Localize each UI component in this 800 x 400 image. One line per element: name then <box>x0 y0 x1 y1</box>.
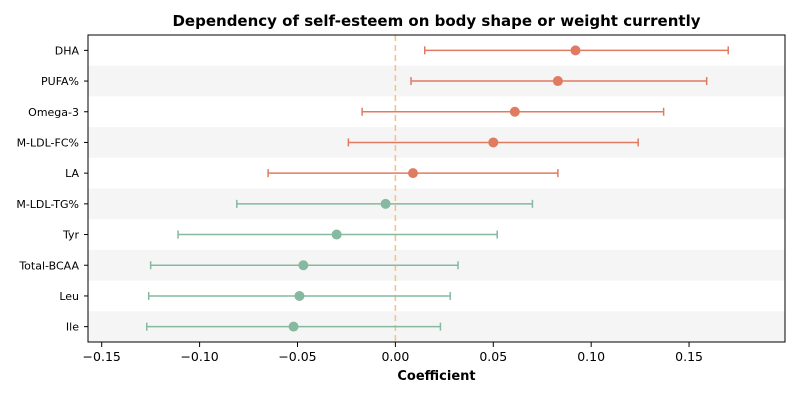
x-tick-label: 0.00 <box>381 349 409 364</box>
x-axis: −0.15 −0.10 −0.05 0.00 0.05 0.10 0.15 <box>83 342 703 364</box>
y-axis: DHA PUFA% Omega-3 M-LDL-FC% LA M-LDL-TG% Tyr To… <box>16 44 88 334</box>
estimate-point <box>331 229 342 240</box>
estimate-point <box>288 321 299 332</box>
estimate-point <box>294 290 305 301</box>
x-axis-label: Coefficient <box>397 369 475 384</box>
chart-title: Dependency of self-esteem on body shape … <box>172 12 700 30</box>
estimate-point <box>488 137 499 148</box>
estimate-row-LA <box>267 168 559 179</box>
estimate-row-M-LDL-FC% <box>347 137 639 148</box>
category-label: Tyr <box>62 229 80 242</box>
x-tick-label: −0.15 <box>83 349 121 364</box>
category-label: Total-BCAA <box>18 259 79 272</box>
estimate-point <box>298 260 309 271</box>
estimate-point <box>408 168 419 179</box>
estimate-point <box>380 198 391 209</box>
category-label: Omega-3 <box>28 106 79 119</box>
category-label: PUFA% <box>41 75 79 88</box>
category-label: M-LDL-FC% <box>17 136 79 149</box>
estimate-point <box>509 106 520 117</box>
x-tick-label: 0.10 <box>577 349 605 364</box>
category-label: M-LDL-TG% <box>16 198 79 211</box>
x-tick-label: 0.05 <box>479 349 507 364</box>
estimate-row-DHA <box>424 45 729 56</box>
category-label: Ile <box>66 321 79 334</box>
estimate-row-M-LDL-TG% <box>236 198 534 209</box>
estimate-row-Tyr <box>177 229 498 240</box>
estimate-point <box>570 45 581 56</box>
estimate-row-Total-BCAA <box>149 260 459 271</box>
estimate-row-PUFA% <box>410 76 708 87</box>
x-tick-label: −0.05 <box>278 349 316 364</box>
estimate-row-Omega-3 <box>361 106 665 117</box>
x-tick-label: 0.15 <box>675 349 703 364</box>
estimate-row-Leu <box>147 290 451 301</box>
plot-frame <box>87 34 786 343</box>
estimate-row-Ile <box>145 321 442 332</box>
category-label: DHA <box>55 44 80 57</box>
category-label: LA <box>65 167 79 180</box>
estimate-marks-group <box>145 45 729 332</box>
x-tick-label: −0.10 <box>180 349 218 364</box>
estimate-point <box>552 76 563 87</box>
category-label: Leu <box>59 290 79 303</box>
